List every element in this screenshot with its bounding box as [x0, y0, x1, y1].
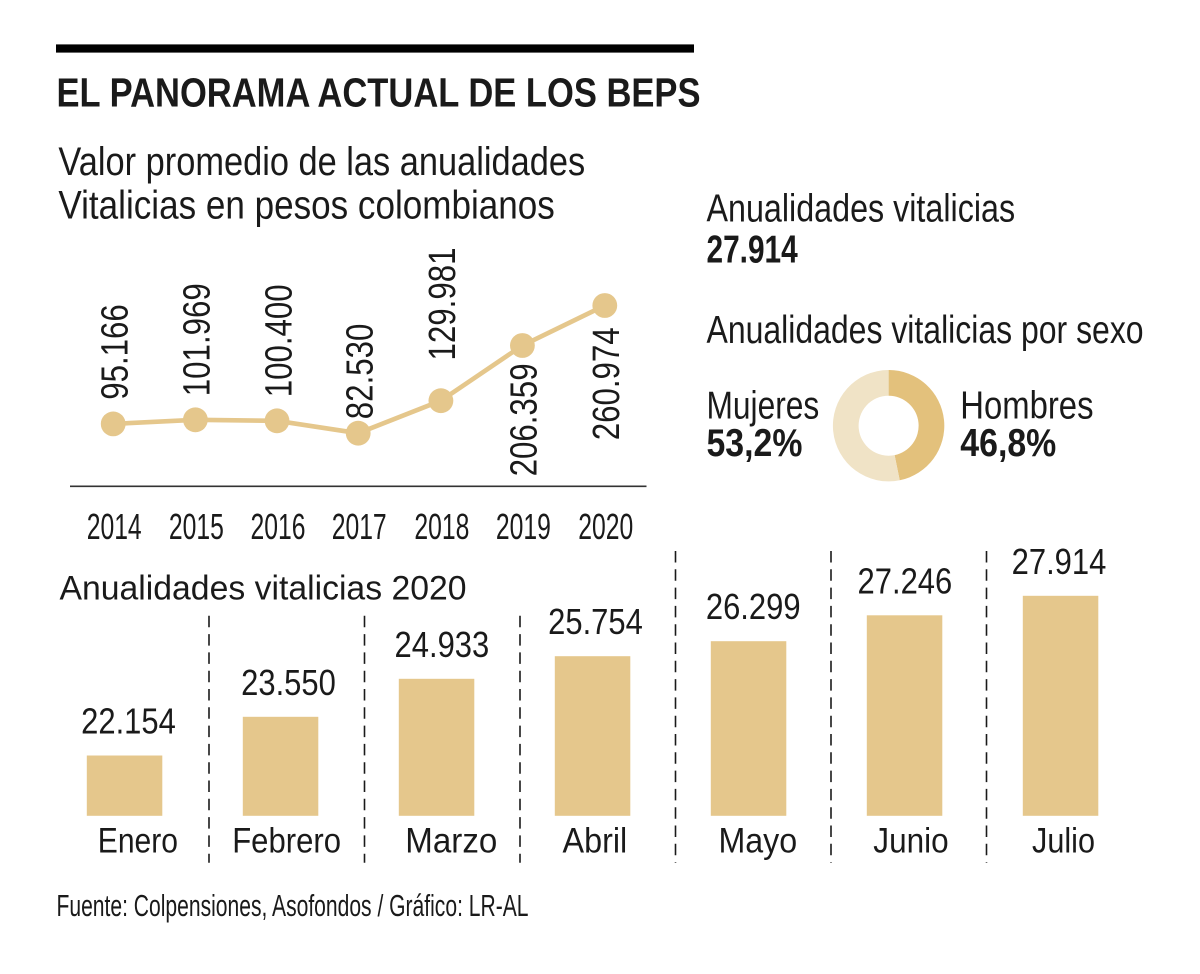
svg-text:95.166: 95.166	[95, 304, 137, 400]
svg-text:2014: 2014	[87, 506, 142, 547]
svg-text:206.359: 206.359	[504, 363, 546, 476]
svg-text:2020: 2020	[578, 506, 633, 547]
svg-text:Anualidades vitalicias 2020: Anualidades vitalicias 2020	[60, 570, 467, 608]
svg-text:Mujeres: Mujeres	[707, 385, 820, 428]
svg-text:260.974: 260.974	[586, 327, 628, 440]
svg-text:Abril: Abril	[563, 821, 628, 861]
svg-text:101.969: 101.969	[177, 283, 219, 396]
svg-text:Enero: Enero	[98, 821, 178, 861]
svg-text:129.981: 129.981	[422, 248, 464, 361]
svg-text:Vitalicias en pesos colombiano: Vitalicias en pesos colombianos	[58, 183, 554, 227]
svg-text:Mayo: Mayo	[718, 821, 797, 861]
svg-text:Marzo: Marzo	[405, 821, 497, 861]
svg-text:24.933: 24.933	[395, 624, 490, 665]
svg-text:26.299: 26.299	[706, 586, 801, 627]
svg-text:Valor promedio de las anualida: Valor promedio de las anualidades	[58, 140, 585, 184]
svg-text:Junio: Junio	[873, 821, 948, 861]
svg-text:2018: 2018	[414, 506, 469, 547]
svg-text:Anualidades vitalicias: Anualidades vitalicias	[707, 187, 1016, 230]
svg-text:46,8%: 46,8%	[960, 422, 1056, 465]
svg-text:2015: 2015	[169, 506, 224, 547]
svg-text:27.914: 27.914	[1012, 541, 1107, 582]
svg-text:2019: 2019	[496, 506, 551, 547]
svg-text:82.530: 82.530	[340, 324, 382, 420]
svg-text:27.914: 27.914	[707, 229, 798, 272]
svg-text:Fuente: Colpensiones, Asofondo: Fuente: Colpensiones, Asofondos / Gráfic…	[57, 888, 529, 923]
svg-text:27.246: 27.246	[858, 560, 953, 601]
svg-text:22.154: 22.154	[81, 701, 176, 742]
svg-text:Julio: Julio	[1032, 821, 1095, 861]
svg-text:23.550: 23.550	[241, 662, 336, 703]
svg-text:Hombres: Hombres	[960, 385, 1093, 428]
svg-text:2017: 2017	[332, 506, 387, 547]
svg-text:25.754: 25.754	[548, 601, 643, 642]
svg-text:2016: 2016	[251, 506, 306, 547]
svg-text:53,2%: 53,2%	[707, 422, 803, 465]
svg-text:100.400: 100.400	[258, 284, 300, 397]
svg-text:Febrero: Febrero	[232, 821, 341, 861]
svg-text:EL PANORAMA ACTUAL DE LOS BEPS: EL PANORAMA ACTUAL DE LOS BEPS	[57, 69, 701, 115]
svg-text:Anualidades vitalicias por sex: Anualidades vitalicias por sexo	[707, 309, 1144, 352]
